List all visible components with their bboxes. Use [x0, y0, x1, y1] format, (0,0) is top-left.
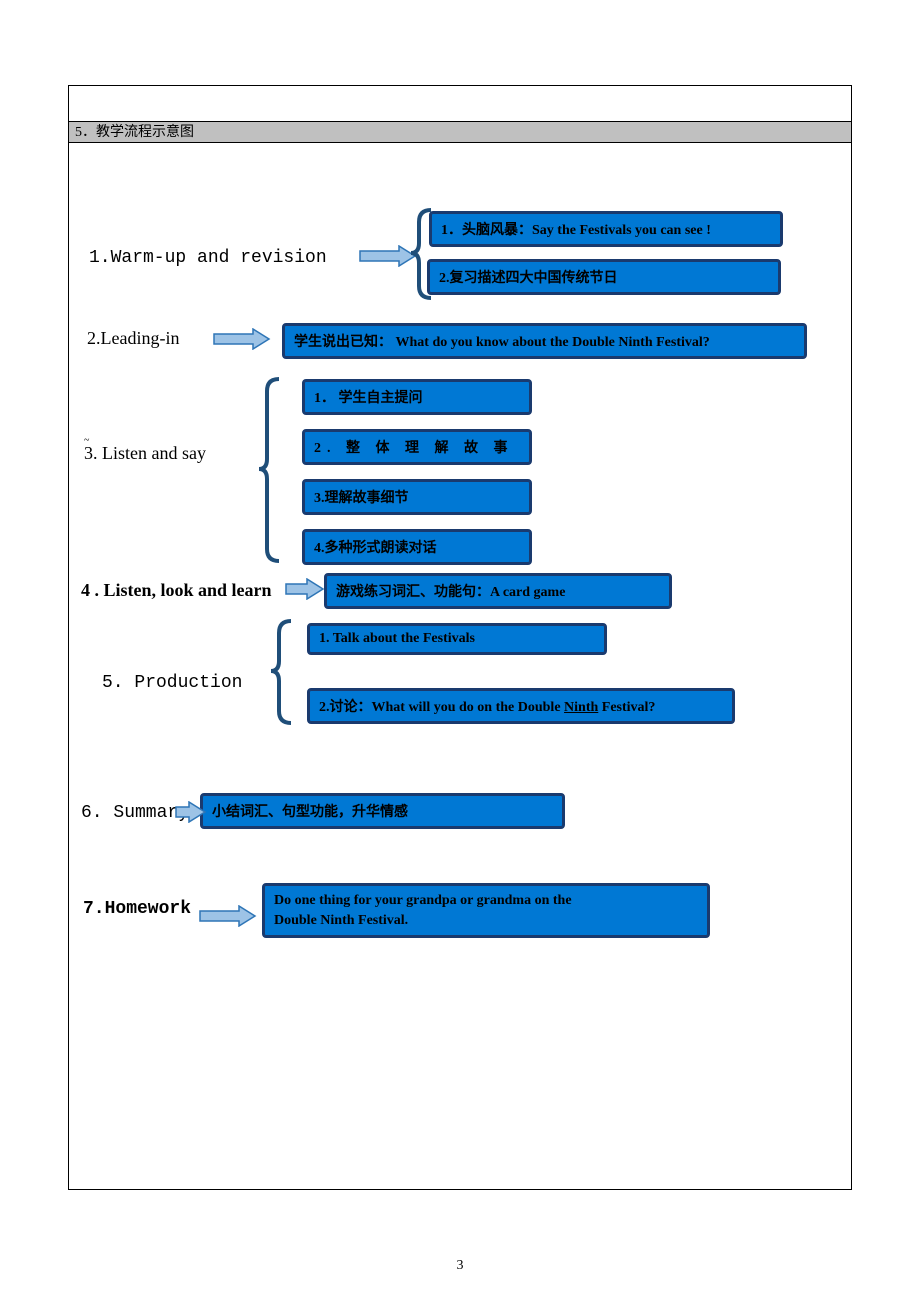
brace-icon [269, 619, 297, 727]
step-label-s6: 6. Summary [81, 803, 189, 823]
document-frame: 5．教学流程示意图 1.Warm-up and revision 2.Leadin… [68, 85, 852, 1190]
flow-box-b3b: 2. 整 体 理 解 故 事 [302, 429, 532, 465]
step-label-s2: 2.Leading-in [87, 328, 179, 349]
step-label-s5: 5. Production [102, 673, 242, 693]
flow-box-b3d: 4.多种形式朗读对话 [302, 529, 532, 565]
flow-box-b3c: 3.理解故事细节 [302, 479, 532, 515]
page-number: 3 [0, 1258, 920, 1274]
flow-box-b2: 学生说出已知： What do you know about the Doubl… [282, 323, 807, 359]
flow-box-b5b: 2.讨论：What will you do on the Double Nint… [307, 688, 735, 724]
brace-icon [257, 377, 285, 565]
arrow-icon [175, 801, 215, 823]
flow-box-b1b: 2.复习描述四大中国传统节日 [427, 259, 781, 295]
section-header: 5．教学流程示意图 [69, 121, 851, 143]
flowchart-diagram: 1.Warm-up and revision 2.Leading-in 3. Lis… [69, 143, 851, 1188]
flow-box-b7: Do one thing for your grandpa or grandma… [262, 883, 710, 938]
flow-box-b1a: 1．头脑风暴：Say the Festivals you can see ! [429, 211, 783, 247]
step-label-s4: 4 . Listen, look and learn [81, 580, 272, 601]
brace-icon [409, 208, 437, 302]
flow-box-b4: 游戏练习词汇、功能句：A card game [324, 573, 672, 609]
page: 5．教学流程示意图 1.Warm-up and revision 2.Leadin… [0, 0, 920, 1302]
flow-box-b6: 小结词汇、句型功能，升华情感 [200, 793, 565, 829]
step-label-s7: 7.Homework [83, 899, 191, 919]
flow-box-b5a: 1. Talk about the Festivals [307, 623, 607, 655]
step-label-s3: 3. Listen and say~ [84, 443, 206, 464]
arrow-icon [213, 328, 279, 350]
step-label-s1: 1.Warm-up and revision [89, 248, 327, 268]
arrow-icon [285, 578, 333, 600]
flow-box-b3a: 1． 学生自主提问 [302, 379, 532, 415]
arrow-icon [199, 905, 265, 927]
